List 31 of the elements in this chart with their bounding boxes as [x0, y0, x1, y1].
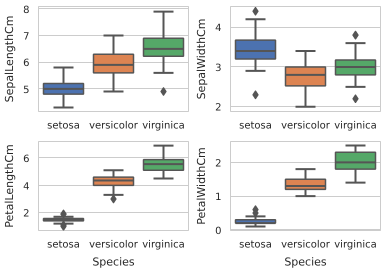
y-tick-label: 2: [23, 208, 30, 220]
y-tick-label: 2: [215, 158, 222, 170]
x-tick-label: virginica: [142, 240, 185, 250]
y-tick-label: 5: [23, 84, 30, 96]
y-axis-title: PetalLengthCm: [3, 144, 16, 228]
x-tick-label: setosa: [47, 120, 80, 132]
x-axis-title: Species: [92, 256, 135, 268]
x-tick-label: virginica: [142, 120, 185, 132]
y-tick-label: 1: [215, 192, 222, 204]
y-axis-title: SepalLengthCm: [3, 16, 16, 102]
x-axis-title: Species: [284, 256, 327, 268]
y-tick-label: 6: [23, 58, 30, 70]
y-tick-label: 8: [23, 4, 30, 16]
y-tick-label: 3: [215, 62, 222, 74]
x-tick-label: setosa: [47, 240, 80, 250]
x-tick-label: virginica: [334, 240, 377, 250]
x-tick-label: virginica: [334, 120, 377, 132]
y-tick-label: 4: [23, 181, 30, 192]
y-axis-title: SepalWidthCm: [195, 18, 208, 100]
x-tick-label: setosa: [239, 120, 272, 132]
x-tick-label: versicolor: [281, 120, 331, 132]
x-tick-label: versicolor: [89, 120, 139, 132]
y-tick-label: 2: [215, 102, 222, 114]
x-tick-label: setosa: [239, 240, 272, 250]
y-tick-label: 7: [23, 32, 30, 43]
y-tick-label: 6: [23, 154, 30, 165]
x-tick-label: versicolor: [281, 240, 331, 250]
x-tick-label: versicolor: [89, 240, 139, 250]
y-axis-title: PetalWidthCm: [195, 147, 208, 225]
y-tick-label: 4: [215, 23, 222, 34]
y-tick-label: 0: [215, 226, 222, 237]
